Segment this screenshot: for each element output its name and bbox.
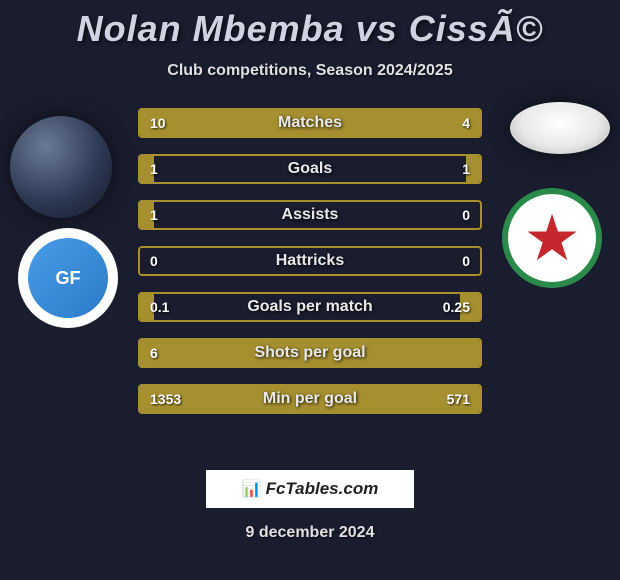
- player-right-avatar: [510, 102, 610, 154]
- stat-row: 11Goals: [138, 154, 482, 184]
- club-right-badge: ★: [502, 188, 602, 288]
- stat-row: 104Matches: [138, 108, 482, 138]
- subtitle: Club competitions, Season 2024/2025: [0, 62, 620, 80]
- player-left-avatar: [10, 116, 112, 218]
- brand-box[interactable]: 📊 FcTables.com: [206, 470, 414, 508]
- stat-row: 10Assists: [138, 200, 482, 230]
- date-label: 9 december 2024: [0, 524, 620, 542]
- stat-label: Goals per match: [140, 294, 480, 320]
- page-title: Nolan Mbemba vs CissÃ©: [0, 0, 620, 50]
- stat-label: Hattricks: [140, 248, 480, 274]
- stat-row: 6Shots per goal: [138, 338, 482, 368]
- stat-row: 00Hattricks: [138, 246, 482, 276]
- comparison-bars: 104Matches 11Goals 10Assists 00Hattricks 0.1…: [138, 108, 482, 430]
- brand-text: FcTables.com: [266, 479, 379, 499]
- stat-label: Goals: [140, 156, 480, 182]
- chart-icon: 📊: [242, 479, 262, 499]
- stat-label: Matches: [140, 110, 480, 136]
- stat-row: 1353571Min per goal: [138, 384, 482, 414]
- stat-row: 0.10.25Goals per match: [138, 292, 482, 322]
- stat-label: Shots per goal: [140, 340, 480, 366]
- stat-label: Assists: [140, 202, 480, 228]
- stat-label: Min per goal: [140, 386, 480, 412]
- comparison-area: GF ★ 104Matches 11Goals 10Assists 00Hattric…: [0, 108, 620, 448]
- club-left-badge: GF: [18, 228, 118, 328]
- club-left-short: GF: [28, 238, 108, 318]
- star-icon: ★: [523, 206, 580, 270]
